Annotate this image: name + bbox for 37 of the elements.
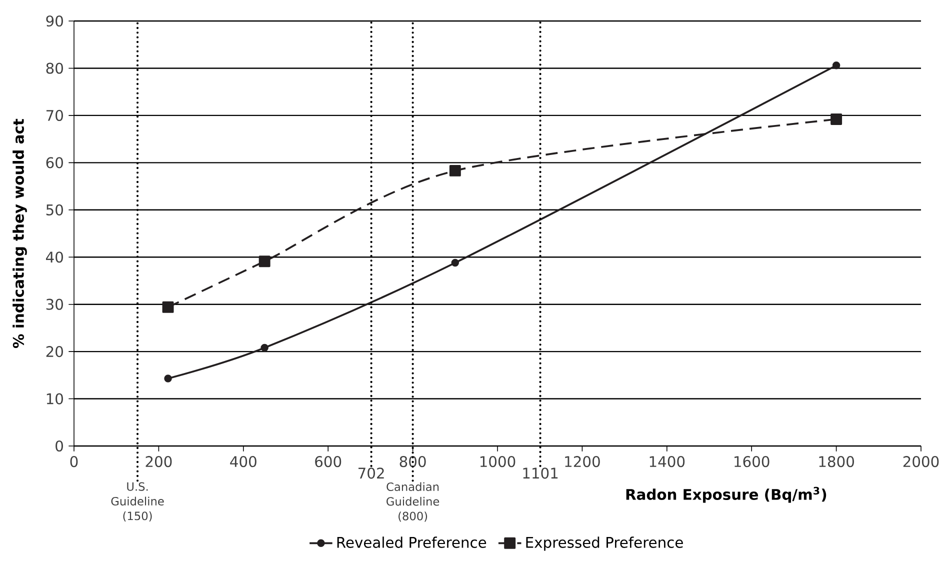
y-axis-title: % indicating they would act [12, 118, 27, 348]
y-tick-label: 90 [46, 15, 63, 27]
point [258, 256, 270, 268]
ref-line-label: 702 [358, 468, 384, 479]
x-tick-label: 1800 [819, 456, 854, 468]
y-tick-label: 0 [56, 440, 63, 452]
y-tick-label: 70 [46, 110, 63, 121]
ref-line-label: Canadian Guideline (800) [386, 482, 440, 522]
x-tick-label: 0 [70, 456, 78, 468]
legend-label: Expressed Preference [526, 536, 683, 551]
point [260, 344, 268, 352]
x-tick-label: 2000 [903, 456, 939, 468]
x-tick-label: 1000 [480, 456, 516, 468]
x-tick-label: 1200 [565, 456, 600, 468]
y-tick-label: 20 [46, 346, 63, 358]
y-tick-label: 10 [46, 393, 63, 404]
x-tick-label: 1600 [734, 456, 770, 468]
x-tick-label: 400 [230, 456, 256, 468]
y-tick-label: 30 [46, 298, 63, 310]
x-tick-label: 800 [400, 456, 426, 468]
y-tick-label: 80 [46, 62, 63, 74]
ref-line-label: U.S. Guideline (150) [111, 482, 164, 522]
x-tick-label: 1400 [650, 456, 685, 468]
point [451, 258, 460, 267]
point [162, 301, 174, 313]
y-tick-label: 40 [46, 252, 63, 263]
x-tick-label: 600 [315, 456, 342, 468]
point [830, 113, 842, 125]
ref-line-label: 1101 [523, 468, 558, 479]
legend-label: Revealed Preference [337, 536, 486, 548]
point [832, 62, 840, 70]
x-axis-title: Radon Exposure (Bq/m$^{3}$) [626, 486, 826, 503]
point [449, 164, 461, 176]
y-tick-label: 50 [46, 204, 63, 216]
x-tick-label: 200 [146, 456, 172, 468]
point [164, 374, 172, 382]
y-tick-label: 60 [46, 157, 63, 168]
